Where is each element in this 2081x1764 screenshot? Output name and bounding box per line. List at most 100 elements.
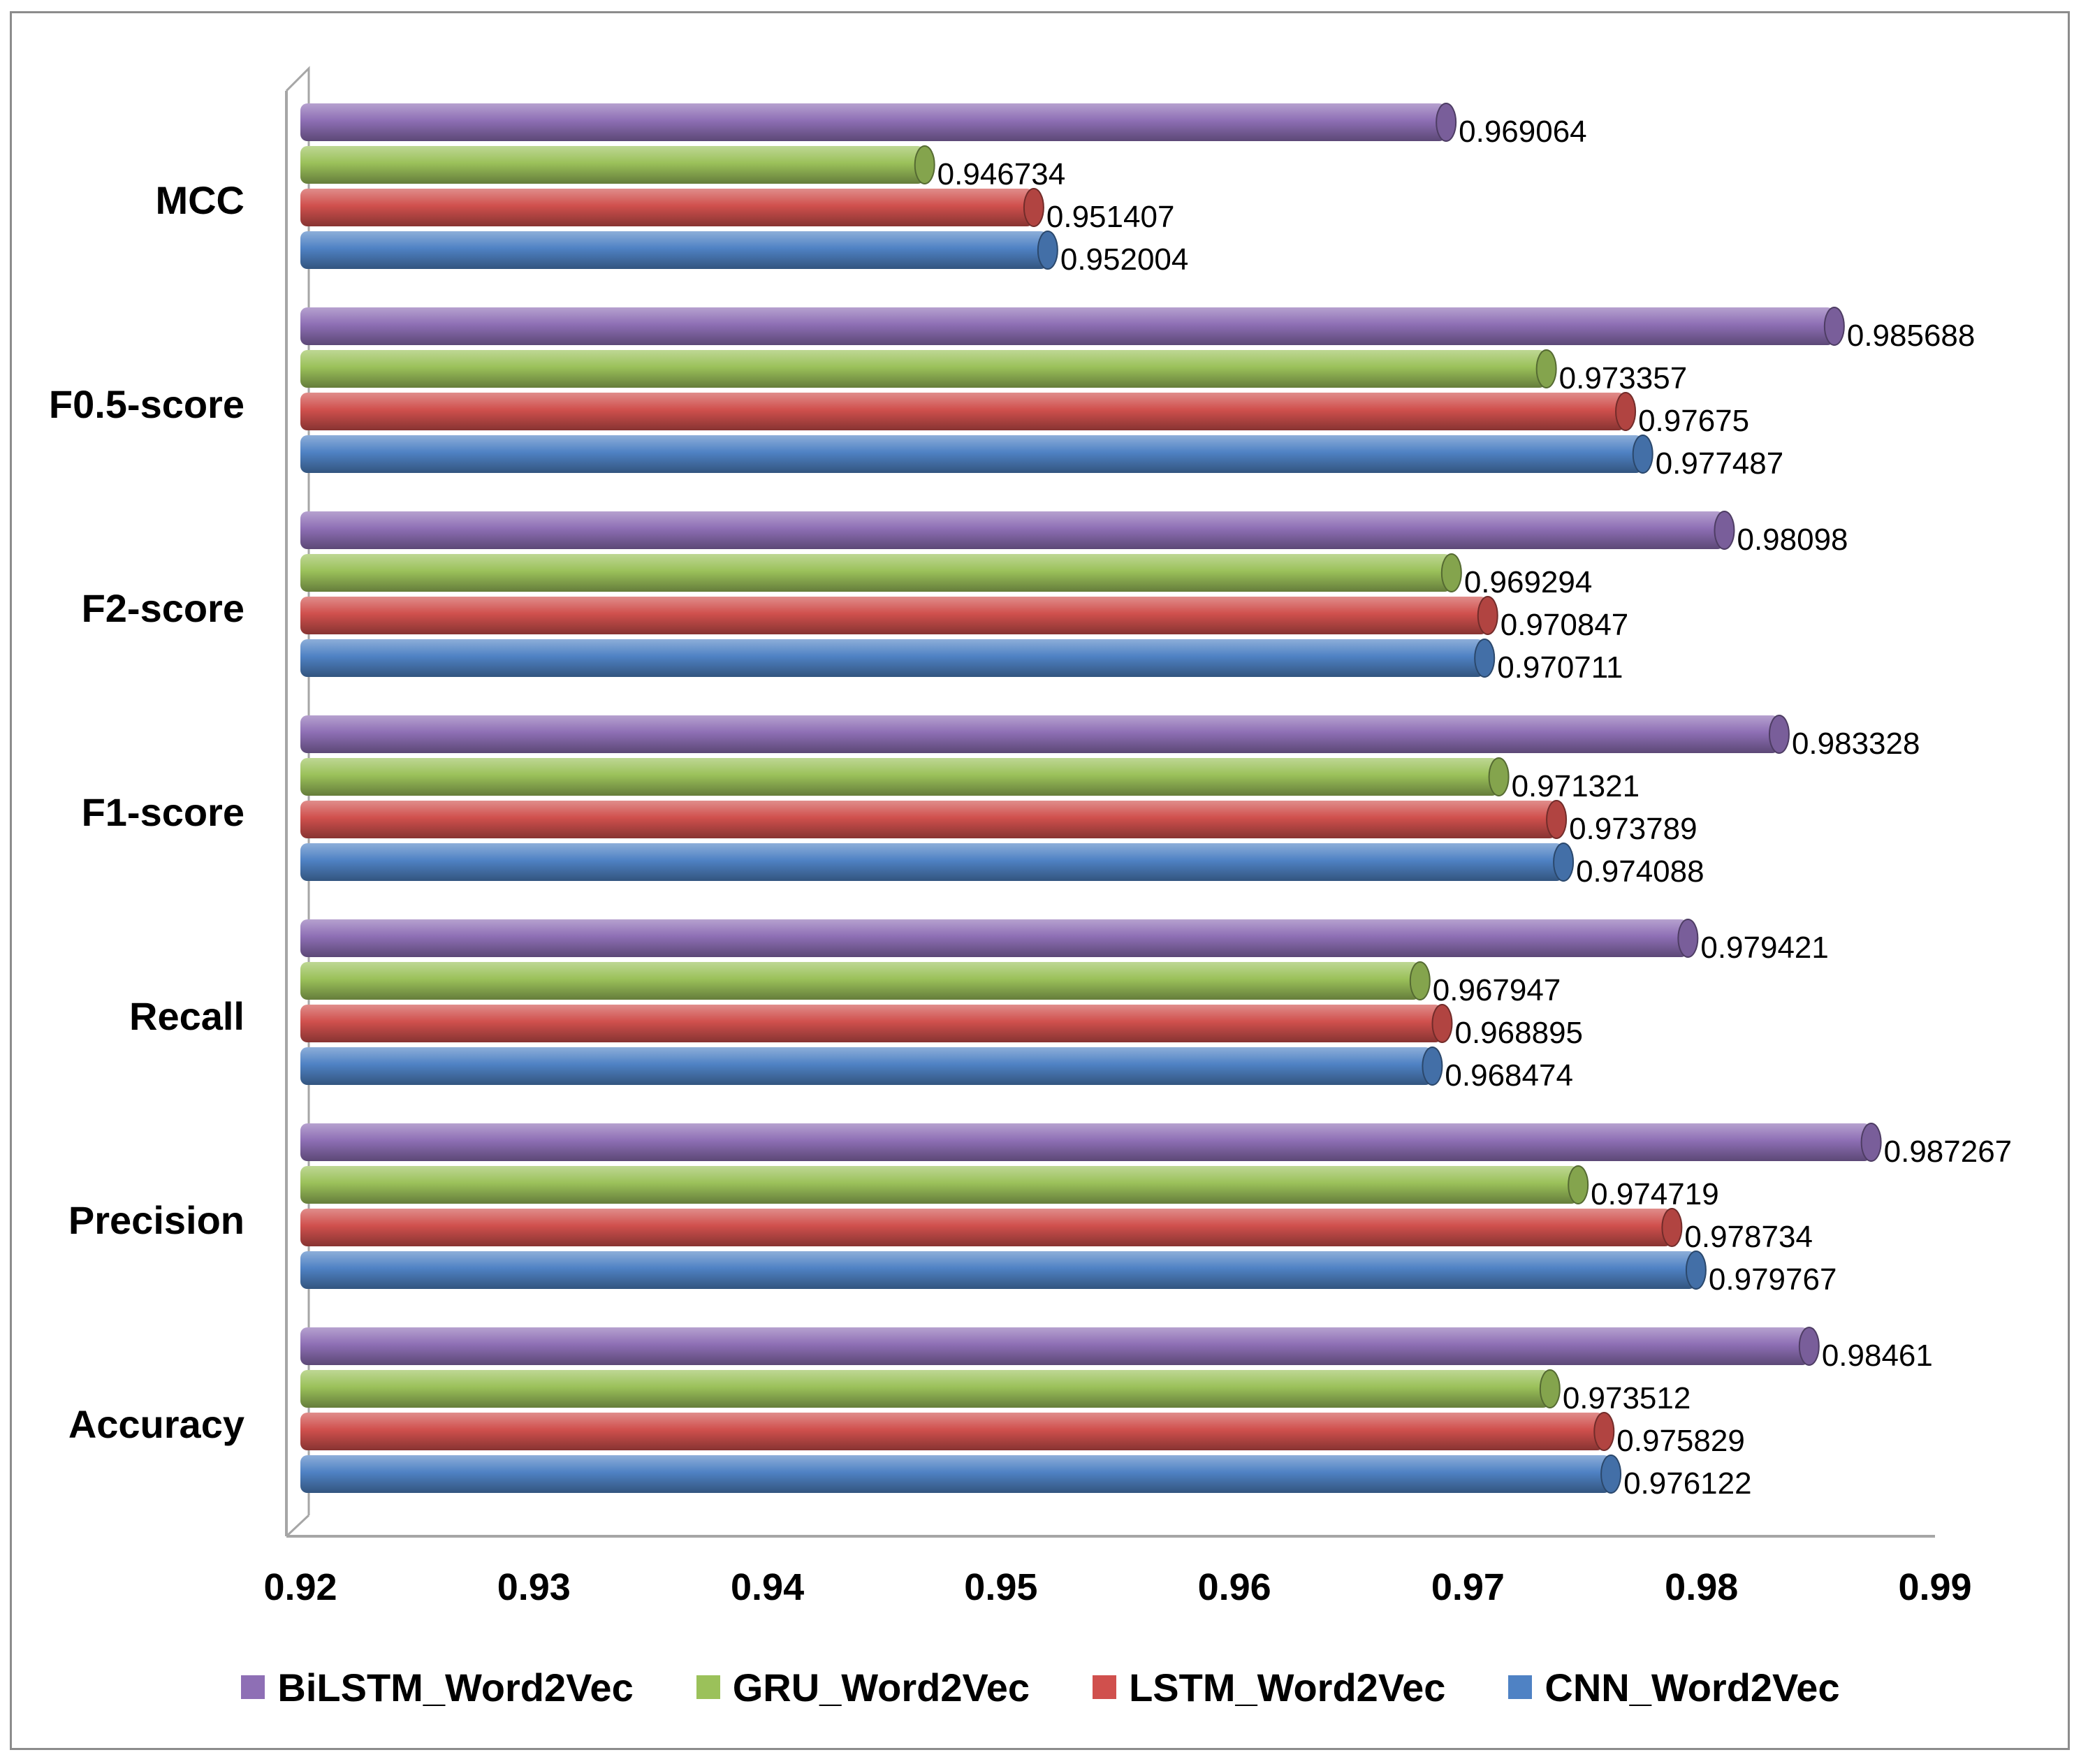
x-tick-label: 0.92 [263,1566,337,1608]
data-label: 0.97675 [1638,404,1749,438]
bar-end-cap [1023,188,1044,227]
data-label: 0.951407 [1046,200,1175,234]
bar-lstm-word2vec [300,393,1626,430]
x-tick-label: 0.99 [1898,1566,1971,1608]
category-label: Recall [129,994,244,1038]
legend-label: GRU_Word2Vec [732,1665,1030,1710]
data-label: 0.946734 [937,157,1066,191]
bar-end-cap [1477,596,1498,635]
category-label: Accuracy [68,1402,244,1446]
bar-cnn-word2vec [300,843,1564,881]
bar-end-cap [1714,511,1735,550]
bar-cnn-word2vec [300,1047,1433,1085]
data-label: 0.985688 [1847,319,1976,353]
bar-end-cap [1798,1327,1820,1366]
bar-end-cap [1422,1047,1443,1086]
x-tick-label: 0.93 [497,1566,571,1608]
bar-lstm-word2vec [300,189,1034,226]
bar-gru-word2vec [300,1370,1550,1408]
legend-item: GRU_Word2Vec [696,1665,1030,1710]
chart-bars [300,103,1882,1494]
bar-end-cap [914,145,935,184]
legend: BiLSTM_Word2Vec GRU_Word2Vec LSTM_Word2Vec… [0,1649,2081,1726]
legend-label: LSTM_Word2Vec [1129,1665,1446,1710]
category-label: F0.5-score [49,382,244,426]
data-label: 0.98098 [1737,523,1848,557]
bar-end-cap [1661,1208,1683,1247]
bar-gru-word2vec [300,146,925,184]
bar-end-cap [1600,1455,1622,1494]
legend-swatch [696,1675,720,1699]
legend-item: LSTM_Word2Vec [1093,1665,1445,1710]
bar-cnn-word2vec [300,1455,1612,1493]
bar-end-cap [1593,1412,1615,1451]
legend-swatch [241,1675,265,1699]
legend-swatch [1093,1675,1117,1699]
bar-bilstm-word2vec [300,511,1725,549]
bar-end-cap [1546,800,1568,839]
data-label: 0.968474 [1445,1058,1573,1093]
bar-end-cap [1474,639,1496,678]
bar-end-cap [1632,435,1653,474]
legend-label: BiLSTM_Word2Vec [277,1665,634,1710]
bar-end-cap [1440,553,1462,592]
x-tick-labels: 0.92 0.93 0.94 0.95 0.96 0.97 0.98 0.99 [263,1566,1971,1608]
data-label: 0.987267 [1884,1135,2013,1169]
data-label: 0.952004 [1060,242,1189,277]
bar-bilstm-word2vec [300,103,1447,141]
bar-lstm-word2vec [300,801,1557,838]
bar-cnn-word2vec [300,231,1048,269]
bar-end-cap [1431,1004,1453,1043]
bar-end-cap [1553,843,1575,882]
category-label: F2-score [82,586,244,630]
bar-bilstm-word2vec [300,1327,1809,1365]
bar-gru-word2vec [300,1166,1579,1204]
x-tick-label: 0.98 [1665,1566,1738,1608]
bar-end-cap [1539,1369,1561,1408]
bar-end-cap [1535,349,1557,388]
legend-item: CNN_Word2Vec [1508,1665,1840,1710]
data-label: 0.975829 [1616,1424,1745,1458]
legend-item: BiLSTM_Word2Vec [241,1665,634,1710]
data-label: 0.974088 [1576,854,1704,889]
floor-edge-line [285,1514,310,1538]
data-label: 0.968895 [1454,1016,1583,1050]
data-label: 0.977487 [1656,446,1784,481]
x-tick-label: 0.97 [1431,1566,1505,1608]
bar-bilstm-word2vec [300,919,1688,957]
data-label: 0.973512 [1563,1381,1691,1415]
bar-cnn-word2vec [300,435,1643,473]
data-label: 0.973789 [1569,812,1697,846]
data-label: 0.971321 [1512,769,1640,803]
bar-cnn-word2vec [300,1251,1696,1289]
bar-end-cap [1615,392,1637,431]
data-label: 0.983328 [1792,727,1920,761]
data-label: 0.978734 [1684,1220,1813,1254]
x-tick-label: 0.94 [731,1566,804,1608]
data-label: 0.973357 [1559,361,1688,395]
bar-lstm-word2vec [300,1005,1443,1042]
bar-bilstm-word2vec [300,307,1834,345]
category-label: MCC [155,178,244,222]
category-labels: MCC F0.5-score F2-score F1-score Recall Preci… [49,178,244,1446]
category-label: Precision [68,1198,244,1242]
legend-swatch [1508,1675,1533,1699]
data-label: 0.979767 [1709,1262,1837,1297]
data-label: 0.969064 [1459,115,1587,149]
value-labels: 0.969064 0.946734 0.951407 0.952004 0.985688… [937,115,2012,1501]
bar-end-cap [1860,1123,1882,1162]
category-label: F1-score [82,790,244,834]
data-label: 0.969294 [1464,565,1593,599]
data-label: 0.98461 [1822,1339,1933,1373]
bar-end-cap [1409,961,1431,1000]
bar-gru-word2vec [300,554,1452,592]
bar-lstm-word2vec [300,1413,1605,1450]
bar-cnn-word2vec [300,639,1485,677]
bar-end-cap [1436,103,1457,142]
bar-end-cap [1037,231,1058,270]
x-tick-label: 0.96 [1198,1566,1271,1608]
data-label: 0.974719 [1591,1177,1719,1211]
data-label: 0.976122 [1623,1466,1752,1501]
data-label: 0.970847 [1500,608,1629,642]
